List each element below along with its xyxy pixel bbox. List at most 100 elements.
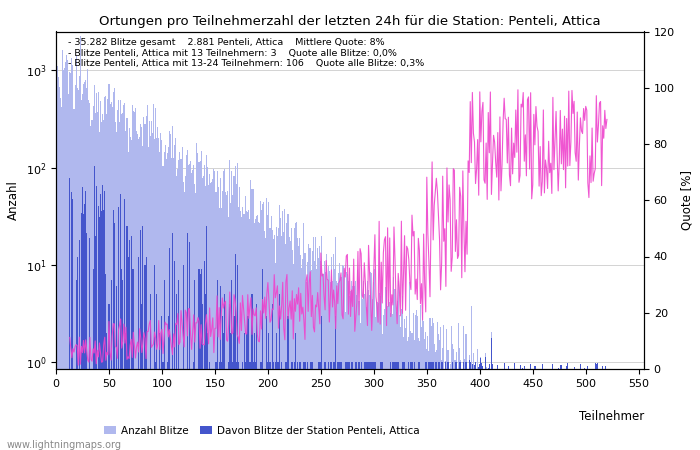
- Bar: [211, 182, 212, 450]
- Bar: [247, 316, 248, 450]
- Bar: [400, 327, 401, 450]
- Bar: [491, 338, 492, 450]
- Bar: [493, 380, 494, 450]
- Bar: [597, 392, 598, 450]
- Bar: [307, 244, 309, 450]
- Bar: [331, 257, 332, 450]
- Bar: [96, 186, 97, 450]
- Bar: [404, 362, 405, 450]
- Bar: [104, 97, 105, 450]
- Bar: [382, 362, 383, 450]
- Bar: [172, 234, 173, 450]
- Bar: [486, 369, 488, 450]
- Bar: [284, 209, 286, 450]
- Bar: [368, 290, 369, 450]
- Bar: [298, 246, 299, 450]
- Bar: [348, 362, 349, 450]
- Bar: [532, 377, 533, 450]
- Bar: [220, 362, 222, 450]
- Bar: [476, 374, 477, 450]
- Bar: [492, 365, 493, 450]
- Bar: [72, 198, 74, 450]
- Bar: [268, 202, 270, 450]
- Bar: [602, 366, 603, 450]
- Bar: [273, 362, 274, 450]
- Bar: [282, 211, 284, 450]
- Bar: [513, 375, 514, 450]
- Bar: [517, 392, 519, 450]
- Bar: [167, 362, 168, 450]
- Bar: [189, 243, 190, 450]
- Bar: [569, 392, 570, 450]
- Bar: [111, 107, 113, 450]
- Bar: [404, 319, 405, 450]
- Bar: [69, 72, 70, 450]
- Bar: [379, 362, 381, 450]
- Bar: [391, 302, 393, 450]
- Bar: [105, 274, 106, 450]
- Bar: [495, 392, 496, 450]
- Bar: [139, 137, 140, 450]
- Bar: [472, 364, 473, 450]
- Bar: [156, 294, 158, 450]
- Bar: [436, 350, 437, 450]
- Bar: [281, 362, 282, 450]
- Bar: [566, 392, 567, 450]
- Bar: [265, 238, 266, 450]
- Bar: [489, 364, 490, 450]
- Bar: [300, 362, 301, 450]
- Bar: [447, 362, 449, 450]
- Bar: [100, 101, 101, 450]
- Bar: [251, 189, 253, 450]
- Bar: [72, 65, 74, 450]
- Bar: [133, 269, 134, 450]
- Bar: [449, 364, 451, 450]
- Bar: [389, 302, 391, 450]
- Bar: [444, 369, 445, 450]
- Bar: [116, 286, 117, 450]
- Bar: [90, 126, 92, 450]
- Bar: [305, 282, 307, 450]
- Bar: [505, 386, 507, 450]
- Bar: [293, 264, 294, 450]
- Bar: [202, 304, 203, 450]
- Bar: [510, 372, 511, 450]
- Bar: [433, 362, 434, 450]
- Bar: [579, 392, 580, 450]
- Bar: [296, 222, 297, 450]
- Bar: [319, 246, 321, 450]
- Bar: [201, 269, 202, 450]
- Bar: [92, 269, 94, 450]
- Bar: [515, 383, 517, 450]
- Bar: [231, 280, 232, 450]
- Bar: [229, 304, 230, 450]
- Bar: [503, 388, 505, 450]
- Bar: [74, 86, 76, 450]
- Bar: [580, 392, 581, 450]
- Bar: [60, 98, 61, 450]
- Bar: [244, 214, 245, 450]
- Bar: [224, 294, 225, 450]
- Bar: [242, 207, 243, 450]
- Bar: [580, 364, 581, 450]
- Bar: [360, 268, 362, 450]
- Bar: [122, 280, 123, 450]
- Bar: [178, 280, 179, 450]
- Bar: [529, 392, 530, 450]
- Bar: [581, 387, 582, 450]
- Bar: [294, 362, 295, 450]
- Bar: [554, 392, 556, 450]
- Text: Teilnehmer: Teilnehmer: [579, 410, 644, 423]
- Bar: [85, 191, 86, 450]
- Bar: [589, 379, 591, 450]
- Bar: [468, 374, 469, 450]
- Bar: [517, 387, 519, 450]
- Bar: [545, 369, 546, 450]
- Bar: [317, 248, 318, 450]
- Bar: [138, 257, 139, 450]
- Bar: [493, 392, 494, 450]
- Bar: [222, 191, 223, 450]
- Bar: [356, 362, 358, 450]
- Bar: [113, 223, 115, 450]
- Bar: [188, 165, 189, 450]
